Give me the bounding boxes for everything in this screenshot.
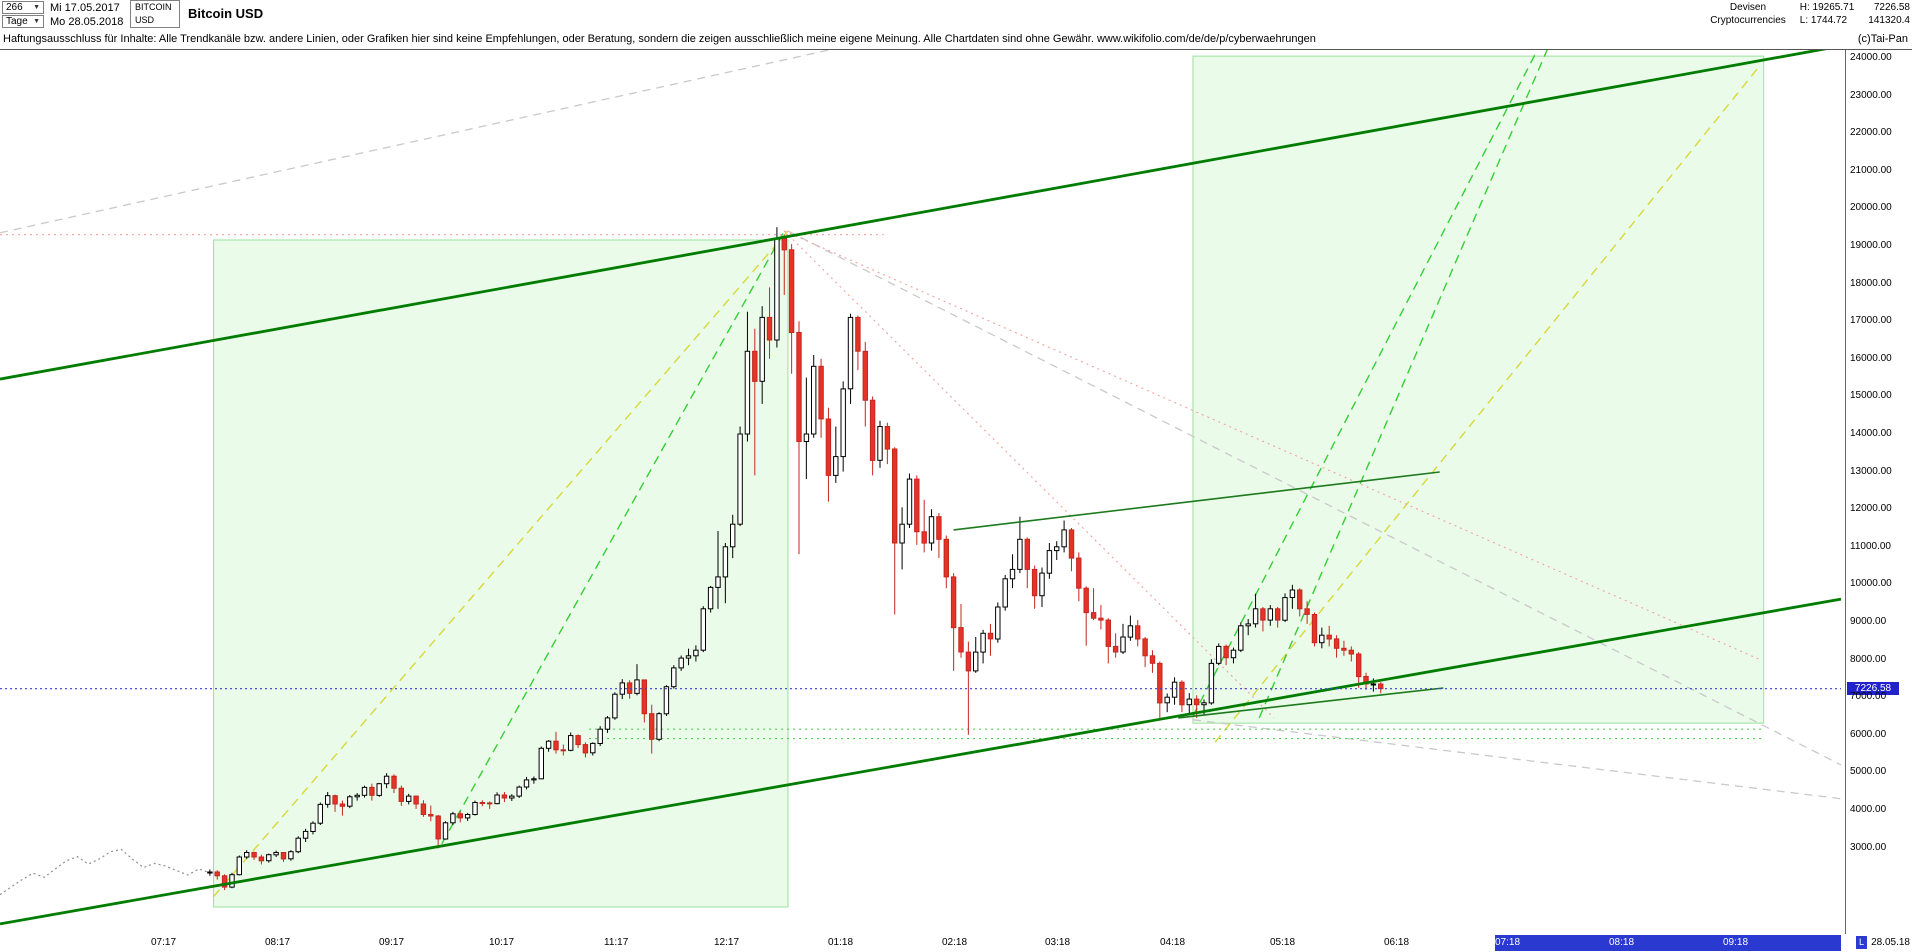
rally-support-2017-green-dashed — [441, 230, 785, 845]
price-axis[interactable]: 7226.58 24000.00 23000.00 22000.00 21000.00… — [1845, 50, 1912, 934]
period-value: Tage — [6, 16, 28, 27]
last-bar-date: 28.05.18 — [1871, 937, 1910, 948]
decline-red-dotted-a — [784, 230, 1761, 661]
x-axis-label: 09:18 — [1723, 937, 1749, 948]
x-axis-label: 04:18 — [1160, 937, 1186, 948]
symbol-code-line1: BITCOIN — [135, 2, 172, 12]
x-axis-label: 10:17 — [489, 937, 515, 948]
y-axis-label: 24000.00 — [1850, 52, 1892, 63]
dropdown-arrow-icon: ▼ — [33, 18, 40, 25]
high-low-cell: H: 19265.71 L: 1744.72 — [1800, 1, 1855, 27]
y-axis-label: 14000.00 — [1850, 428, 1892, 439]
y-axis-label: 22000.00 — [1850, 127, 1892, 138]
volume: 141320.4 — [1868, 15, 1910, 26]
last-price: 7226.58 — [1873, 2, 1910, 13]
lower-decline-gray — [1192, 719, 1842, 800]
y-axis-label: 12000.00 — [1850, 503, 1892, 514]
y-axis-label: 20000.00 — [1850, 202, 1892, 213]
y-axis-label: 5000.00 — [1850, 766, 1887, 777]
channel-upper-green — [0, 50, 1827, 381]
x-axis-label: 09:17 — [379, 937, 405, 948]
y-axis-label: 9000.00 — [1850, 616, 1887, 627]
price-chart[interactable] — [0, 50, 1845, 934]
pre-window-dotted-line — [0, 848, 211, 896]
y-axis-label: 10000.00 — [1850, 578, 1892, 589]
minor-support-green — [1178, 687, 1444, 719]
time-scrollbar[interactable] — [1495, 935, 1841, 951]
fan-2017-yellow-dashed — [213, 230, 789, 897]
x-axis-label: 05:18 — [1270, 937, 1296, 948]
chart-header: 266 ▼ Mi 17.05.2017 Tage ▼ Mo 28.05.2018… — [0, 0, 1912, 29]
x-axis-label: 08:18 — [1609, 937, 1635, 948]
y-axis-label: 23000.00 — [1850, 90, 1892, 101]
dropdown-arrow-icon: ▼ — [33, 4, 40, 11]
steep-channel-green-dashed-a — [1192, 50, 1539, 717]
category-line2: Cryptocurrencies — [1710, 15, 1786, 26]
price-volume-cell: 7226.58 141320.4 — [1868, 1, 1910, 27]
x-axis-label: 12:17 — [714, 937, 740, 948]
mid-trendline-green — [953, 471, 1440, 531]
disclaimer-row: Haftungsausschluss für Inhalte: Alle Tre… — [0, 29, 1912, 49]
y-axis-label: 6000.00 — [1850, 729, 1887, 740]
y-axis-label: 21000.00 — [1850, 165, 1892, 176]
bars-count-dropdown[interactable]: 266 ▼ — [2, 1, 44, 14]
y-axis-label: 4000.00 — [1850, 804, 1887, 815]
y-axis-label: 7000.00 — [1850, 691, 1887, 702]
y-axis-label: 11000.00 — [1850, 541, 1891, 552]
symbol-title: Bitcoin USD — [188, 6, 264, 21]
copyright-label: (c)Tai-Pan — [1857, 33, 1908, 45]
period-low: L: 1744.72 — [1799, 15, 1848, 26]
candles-layer — [207, 227, 1384, 891]
y-axis-label: 15000.00 — [1850, 390, 1892, 401]
steep-channel-green-dashed-b — [1258, 50, 1548, 719]
y-axis-label: 13000.00 — [1850, 466, 1892, 477]
header-right-cluster: Devisen Cryptocurrencies H: 19265.71 L: … — [1710, 1, 1910, 27]
chart-area: 7226.58 24000.00 23000.00 22000.00 21000.00… — [0, 49, 1912, 935]
period-high: H: 19265.71 — [1799, 2, 1855, 13]
x-axis-label: 01:18 — [828, 937, 854, 948]
x-axis-label: 03:18 — [1045, 937, 1071, 948]
symbol-code-cell: BITCOIN USD — [130, 0, 180, 28]
y-axis-label: 18000.00 — [1850, 278, 1892, 289]
category-cell: Devisen Cryptocurrencies — [1710, 1, 1786, 27]
highlight-box — [213, 239, 789, 908]
peak-decline-gray — [787, 230, 1842, 766]
time-axis[interactable]: 07:17 08:17 09:17 10:17 11:17 12:17 01:18 02:18… — [0, 934, 1912, 952]
channel-lower-green — [0, 597, 1842, 926]
x-axis-label: 06:18 — [1384, 937, 1410, 948]
y-axis-label: 16000.00 — [1850, 353, 1892, 364]
start-date: Mi 17.05.2017 — [50, 2, 120, 14]
x-axis-label: 07:17 — [151, 937, 177, 948]
x-axis-label: 07:18 — [1495, 937, 1521, 948]
x-axis-label: 02:18 — [942, 937, 968, 948]
symbol-code-line2: USD — [135, 15, 155, 25]
x-axis-label: 11:17 — [604, 937, 629, 948]
last-price-tag: 7226.58 — [1847, 682, 1899, 695]
y-axis-label: 19000.00 — [1850, 240, 1892, 251]
y-axis-label: 8000.00 — [1850, 654, 1887, 665]
disclaimer-text: Haftungsausschluss für Inhalte: Alle Tre… — [3, 33, 1316, 45]
last-marker-chip: L — [1856, 936, 1868, 949]
x-axis-label: 08:17 — [265, 937, 291, 948]
fan-2018-yellow-dashed — [1214, 65, 1761, 743]
highlight-box — [1192, 55, 1765, 724]
old-trend-gray-upper — [0, 50, 832, 234]
period-dropdown[interactable]: Tage ▼ — [2, 15, 44, 28]
y-axis-label: 3000.00 — [1850, 842, 1887, 853]
category-line1: Devisen — [1729, 2, 1767, 13]
bars-count-value: 266 — [6, 2, 23, 13]
decline-red-dotted-b — [783, 230, 1275, 719]
end-date: Mo 28.05.2018 — [50, 16, 124, 28]
last-bar-marker: L 28.05.18 — [1856, 936, 1910, 949]
y-axis-label: 17000.00 — [1850, 315, 1892, 326]
